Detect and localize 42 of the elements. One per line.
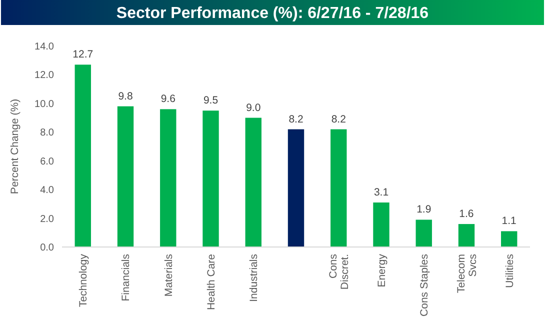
x-tick-label: Telecom Svcs	[455, 254, 479, 294]
x-tick-label: Utilities	[504, 254, 516, 288]
data-label: 8.2	[288, 113, 304, 126]
y-tick-label: 10.0	[34, 98, 54, 110]
y-tick-label: 8.0	[40, 128, 54, 139]
x-tick-label: Industrials	[248, 254, 260, 302]
y-tick-label: 6.0	[40, 156, 54, 168]
y-tick-label: 12.0	[34, 70, 54, 82]
data-label: 3.1	[374, 186, 389, 198]
bar	[160, 109, 176, 247]
data-label: 9.8	[118, 90, 133, 102]
y-tick-label: 14.0	[34, 42, 54, 52]
bar	[416, 220, 432, 247]
chart-title: Sector Performance (%): 6/27/16 - 7/28/16	[116, 5, 429, 22]
x-tick-label: Cons Staples	[418, 254, 431, 316]
data-label: 1.9	[416, 204, 432, 216]
x-tick-label: Health Care	[205, 254, 218, 310]
data-label: 9.5	[203, 94, 218, 107]
x-tick-label: Financials	[120, 254, 132, 302]
data-label: 9.0	[246, 102, 261, 114]
x-tick-label: Technology	[78, 253, 90, 308]
data-label: 9.6	[160, 93, 176, 106]
y-tick-label: 0.0	[40, 242, 54, 254]
bar	[288, 129, 304, 247]
data-label: 1.6	[459, 208, 474, 220]
data-label: 8.2	[331, 113, 346, 126]
data-label: 1.1	[502, 215, 517, 228]
bar	[501, 231, 518, 247]
x-tick-label: Cons Discret.	[328, 254, 352, 290]
x-tick-label: Energy	[376, 253, 388, 288]
y-axis-title: Percent Change (%)	[9, 98, 21, 194]
bar	[373, 202, 390, 247]
bar	[458, 224, 475, 247]
bar	[117, 106, 134, 247]
x-tick-label: Materials	[162, 254, 175, 297]
y-tick-label: 4.0	[40, 185, 54, 196]
bar	[74, 64, 91, 247]
bar	[202, 110, 219, 247]
data-label: 12.7	[72, 48, 94, 61]
bar	[330, 129, 347, 247]
bar	[245, 118, 262, 247]
y-tick-label: 2.0	[40, 214, 54, 225]
